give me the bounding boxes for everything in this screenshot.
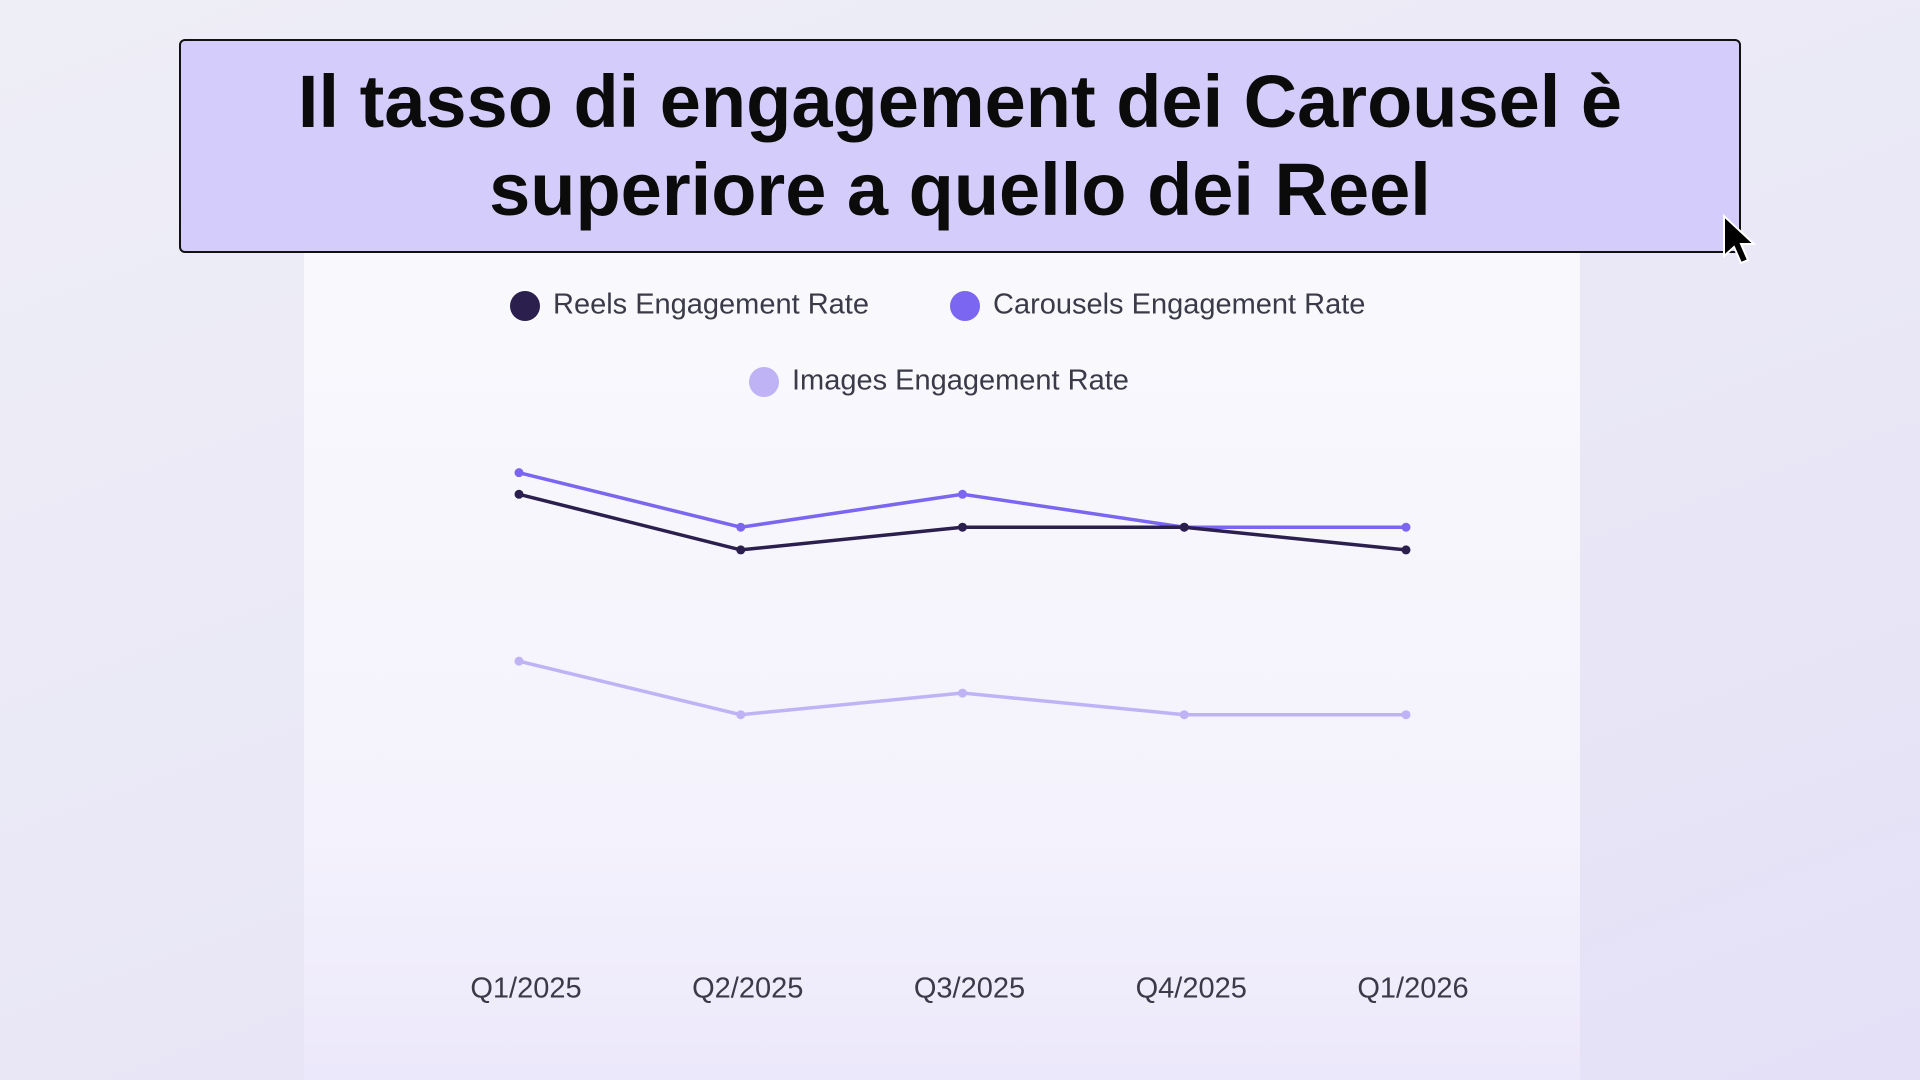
data-point (736, 522, 746, 532)
legend-label: Carousels Engagement Rate (993, 289, 1365, 321)
series-line (518, 470, 1406, 530)
x-tick-label: Q2/2025 (692, 973, 803, 1005)
series-line (518, 659, 1406, 717)
x-tick-label: Q3/2025 (914, 973, 1025, 1005)
legend-marker (510, 291, 540, 321)
data-point (958, 489, 967, 499)
legend-label: Reels Engagement Rate (553, 289, 869, 321)
series-line (518, 492, 1407, 552)
title-box: Il tasso di engagement dei Carousel è su… (179, 39, 1741, 253)
data-point (514, 489, 524, 499)
data-point (1401, 545, 1411, 555)
legend-label: Images Engagement Rate (792, 365, 1129, 397)
data-point (1401, 710, 1411, 720)
data-point (958, 688, 967, 698)
x-tick-label: Q1/2025 (470, 973, 581, 1005)
chart-title: Il tasso di engagement dei Carousel è su… (297, 60, 1623, 231)
data-point (736, 710, 746, 720)
data-point (1401, 522, 1411, 532)
data-point (1179, 710, 1189, 720)
x-tick-label: Q1/2026 (1357, 973, 1468, 1005)
data-point (736, 545, 746, 555)
data-point (958, 522, 967, 532)
legend-marker (749, 367, 779, 397)
chart-panel (304, 250, 1580, 1080)
x-tick-label: Q4/2025 (1136, 973, 1247, 1005)
data-point (514, 656, 524, 666)
legend-marker (950, 291, 980, 321)
data-point (1179, 522, 1189, 532)
data-point (514, 468, 524, 478)
